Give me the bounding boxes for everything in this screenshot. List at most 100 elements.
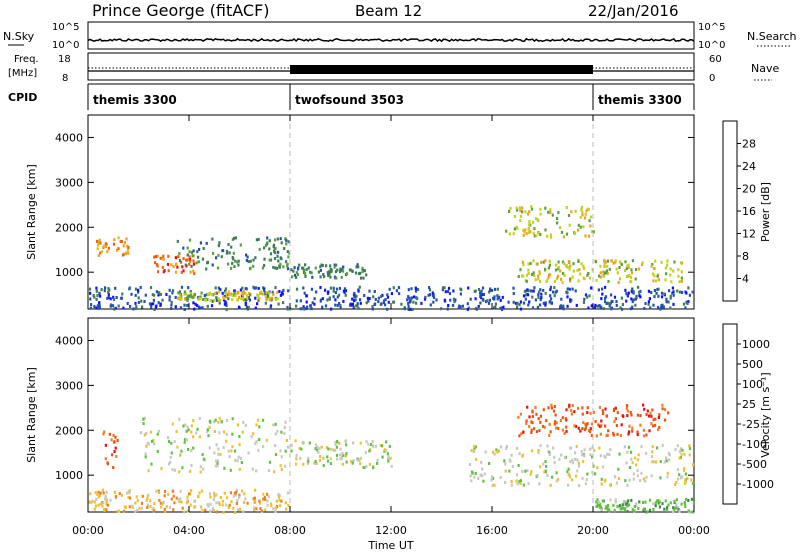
scatter-cell <box>527 271 530 275</box>
scatter-cell <box>372 295 375 299</box>
scatter-cell <box>680 452 683 456</box>
scatter-cell <box>652 507 655 511</box>
scatter-cell <box>645 413 648 416</box>
scatter-cell <box>260 509 264 513</box>
scatter-cell <box>186 509 189 513</box>
scatter-cell <box>135 305 138 309</box>
scatter-cell <box>213 491 216 495</box>
scatter-cell <box>635 268 638 272</box>
scatter-cell <box>218 301 221 305</box>
scatter-cell <box>172 494 175 498</box>
scatter-cell <box>213 494 216 498</box>
scatter-cell <box>215 493 218 497</box>
scatter-cell <box>469 474 472 478</box>
scatter-cell <box>254 441 257 445</box>
scatter-cell <box>189 290 192 294</box>
scatter-cell <box>567 214 571 217</box>
scatter-cell <box>227 290 230 294</box>
scatter-cell <box>571 404 574 407</box>
scatter-cell <box>499 306 502 310</box>
scatter-cell <box>570 409 573 413</box>
scatter-cell <box>239 243 242 247</box>
twofsound-frequency-block <box>290 65 593 74</box>
scatter-cell <box>134 510 137 514</box>
scatter-cell <box>307 456 310 460</box>
scatter-cell <box>215 459 218 463</box>
scatter-cell <box>542 260 545 264</box>
scatter-cell <box>351 297 354 301</box>
scatter-cell <box>553 405 556 408</box>
scatter-cell <box>257 298 260 302</box>
scatter-cell <box>501 306 504 310</box>
scatter-cell <box>107 293 110 296</box>
scatter-cell <box>221 499 224 503</box>
scatter-cell <box>549 430 552 434</box>
scatter-cell <box>103 497 107 501</box>
scatter-cell <box>609 498 612 502</box>
scatter-cell <box>657 416 660 419</box>
scatter-cell <box>98 301 101 305</box>
scatter-cell <box>387 457 390 461</box>
freq-unit: [MHz] <box>8 68 37 79</box>
scatter-cell <box>492 476 495 480</box>
y-tick-label: 1000 <box>55 266 83 279</box>
scatter-cell <box>97 490 100 494</box>
scatter-cell <box>582 225 585 229</box>
scatter-cell <box>344 289 347 293</box>
scatter-cell <box>255 423 258 427</box>
scatter-cell <box>669 294 672 298</box>
scatter-cell <box>219 496 222 499</box>
scatter-cell <box>424 295 427 299</box>
scatter-cell <box>600 482 603 486</box>
scatter-cell <box>102 501 105 505</box>
scatter-cell <box>190 291 193 295</box>
scatter-cell <box>679 261 683 265</box>
scatter-cell <box>483 472 486 476</box>
scatter-cell <box>574 289 577 293</box>
scatter-cell <box>232 293 235 297</box>
scatter-cell <box>198 416 201 420</box>
velocity-scatter <box>88 403 695 514</box>
scatter-cell <box>167 269 170 273</box>
y-tick-label: 2000 <box>55 221 83 234</box>
scatter-cell <box>88 500 91 504</box>
scatter-cell <box>206 304 209 308</box>
scatter-cell <box>333 263 336 267</box>
scatter-cell <box>610 293 613 297</box>
scatter-cell <box>602 307 605 311</box>
scatter-cell <box>192 419 195 423</box>
scatter-cell <box>134 501 137 505</box>
scatter-cell <box>664 278 667 282</box>
scatter-cell <box>537 295 540 299</box>
scatter-cell <box>359 271 362 275</box>
scatter-cell <box>633 505 636 508</box>
scatter-cell <box>544 206 547 210</box>
scatter-cell <box>587 234 591 238</box>
scatter-cell <box>636 469 639 473</box>
scatter-cell <box>314 447 317 450</box>
scatter-cell <box>268 291 271 295</box>
scatter-cell <box>233 449 237 453</box>
scatter-cell <box>512 300 515 304</box>
scatter-cell <box>140 501 143 505</box>
scatter-cell <box>524 469 527 473</box>
scatter-cell <box>554 290 557 294</box>
scatter-cell <box>688 453 691 457</box>
scatter-cell <box>589 447 592 451</box>
scatter-cell <box>519 479 522 483</box>
scatter-cell <box>654 417 657 421</box>
scatter-cell <box>612 261 615 265</box>
scatter-cell <box>285 238 288 242</box>
scatter-cell <box>179 306 183 310</box>
scatter-cell <box>321 264 324 267</box>
scatter-cell <box>154 261 157 265</box>
scatter-cell <box>535 262 538 266</box>
scatter-cell <box>626 294 629 298</box>
scatter-cell <box>550 301 553 305</box>
scatter-cell <box>521 210 524 214</box>
scatter-cell <box>527 268 530 272</box>
scatter-cell <box>333 265 336 269</box>
scatter-cell <box>253 286 256 290</box>
scatter-cell <box>608 302 611 306</box>
